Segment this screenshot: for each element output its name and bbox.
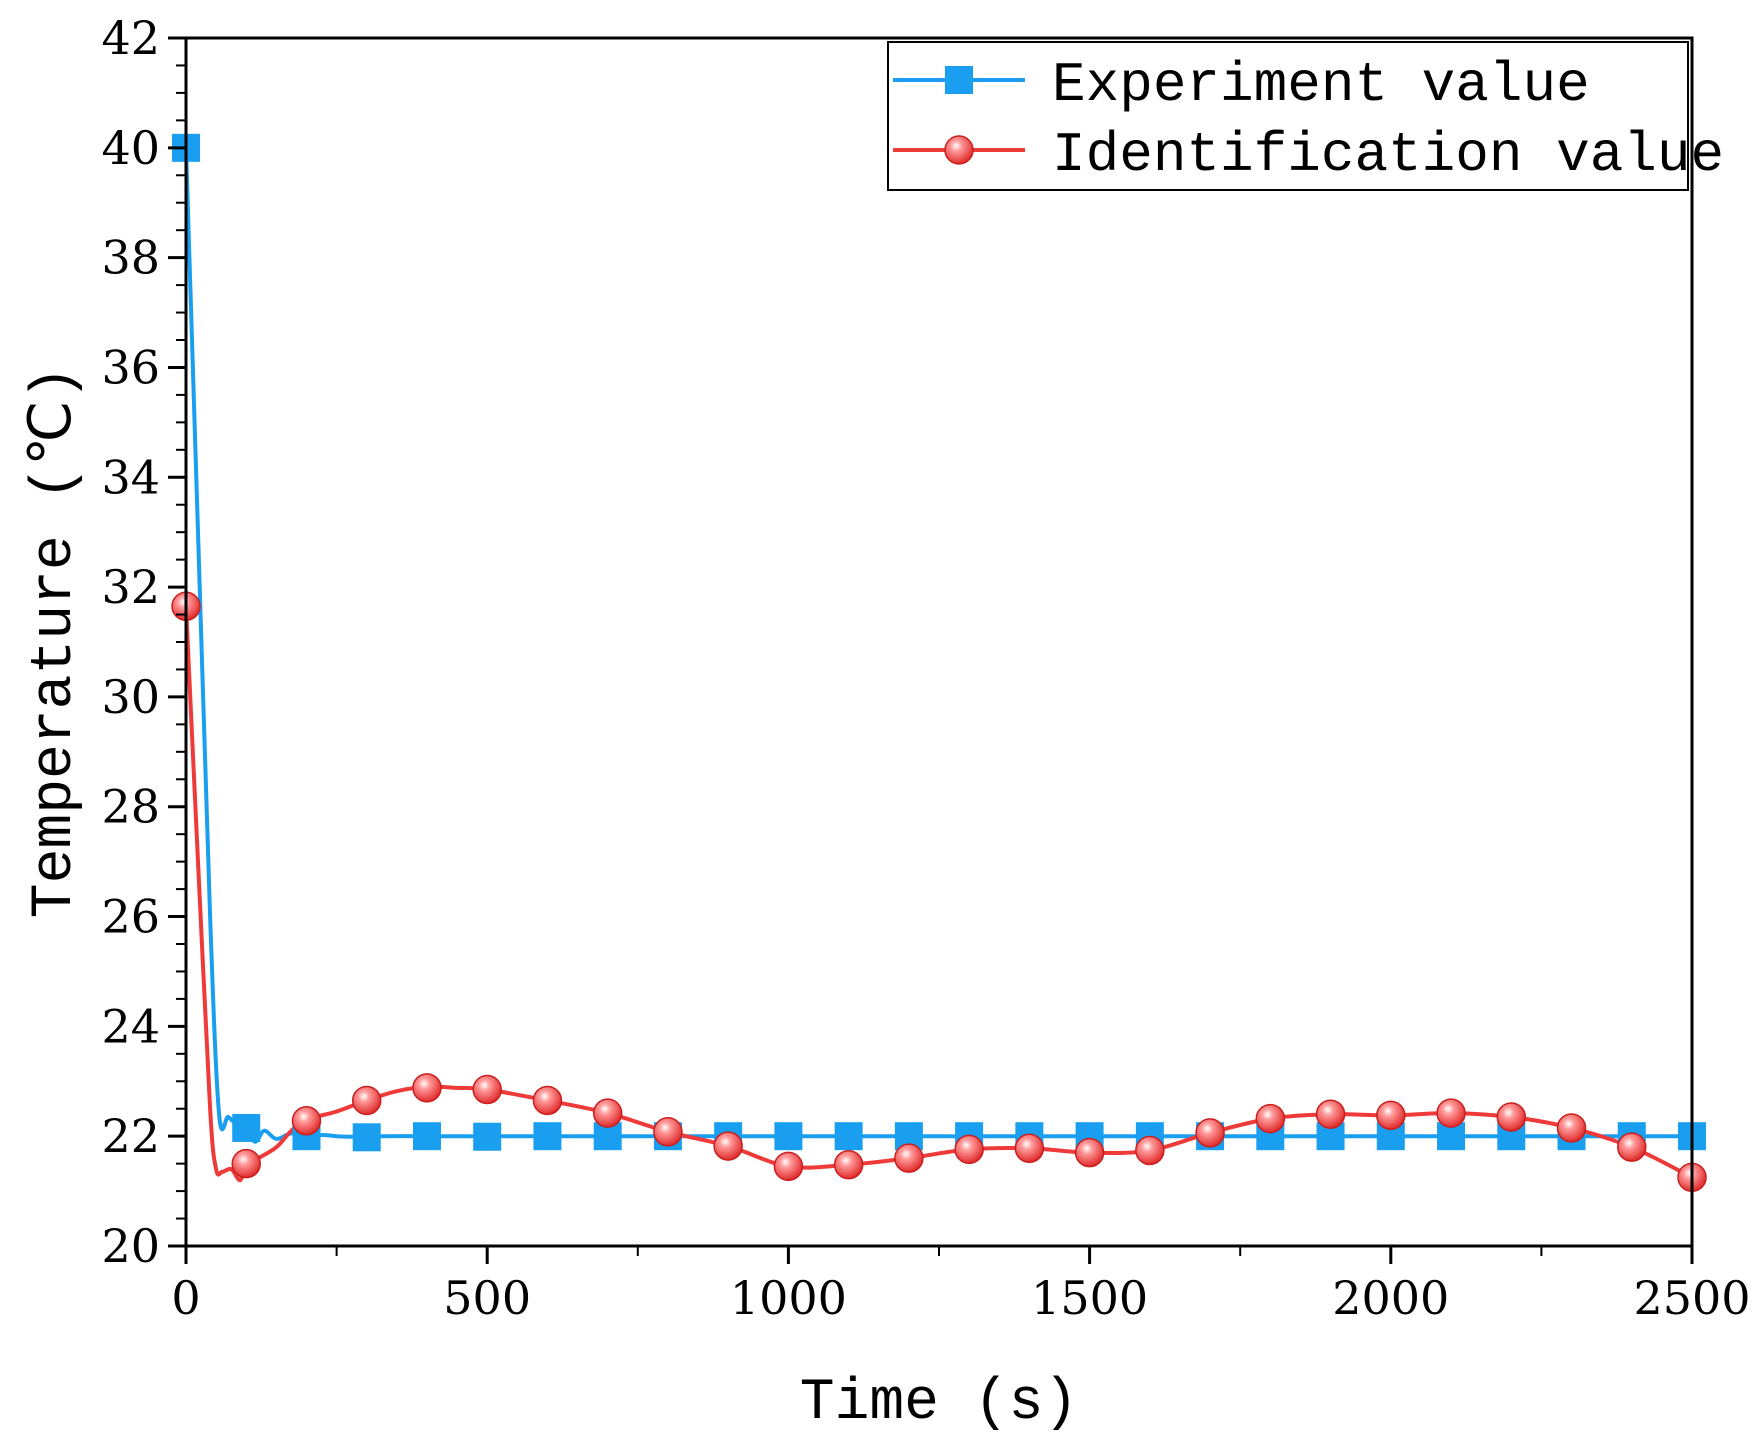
legend: Experiment value Identification value [887, 41, 1724, 191]
identification-point [1376, 1100, 1406, 1131]
identification-point [412, 1073, 442, 1103]
y-tick-label: 22 [101, 1109, 160, 1163]
identification-point [472, 1074, 502, 1105]
identification-point [1135, 1135, 1165, 1166]
x-tick-label: 1500 [1031, 1271, 1148, 1325]
y-tick-label: 30 [101, 670, 160, 724]
plot-frame [184, 36, 1694, 1248]
legend-marker-identification [944, 135, 974, 165]
series-line-experiment [184, 147, 1692, 1144]
identification-point [532, 1085, 563, 1116]
identification-point [894, 1143, 924, 1173]
legend-box [887, 41, 1689, 191]
plot-content [171, 133, 1707, 1193]
y-tick-label: 32 [101, 560, 160, 614]
y-tick-label: 42 [101, 11, 160, 65]
series-layer [171, 133, 1707, 1193]
y-tick-label: 40 [101, 121, 160, 175]
y-tick-label: 24 [101, 999, 160, 1053]
identification-point [291, 1106, 322, 1136]
y-tick-label: 38 [101, 231, 160, 285]
legend-label-identification: Identification value [1052, 123, 1724, 187]
experiment-point [774, 1122, 803, 1151]
axis-layer: 20 22 24 26 28 30 32 34 36 38 40 42 0 500 1000 1500 2000… [101, 11, 1750, 1325]
identification-point [1074, 1137, 1105, 1168]
x-tick-label: 2000 [1332, 1271, 1449, 1325]
identification-point [833, 1149, 864, 1180]
y-axis-title: Temperature (℃) [23, 366, 88, 918]
experiment-point [232, 1113, 261, 1142]
identification-point [592, 1098, 623, 1128]
identification-point [773, 1151, 804, 1182]
identification-point [954, 1134, 984, 1165]
experiment-point [834, 1122, 863, 1151]
experiment-point [412, 1122, 441, 1151]
series-line-identification [184, 606, 1693, 1183]
x-axis-title: Time (s) [800, 1371, 1078, 1436]
legend-marker-experiment [945, 66, 973, 94]
identification-point [1496, 1102, 1527, 1132]
identification-point [1436, 1098, 1466, 1128]
identification-point [1195, 1118, 1225, 1148]
identification-point [1617, 1132, 1647, 1162]
experiment-point [473, 1122, 502, 1151]
identification-point [653, 1117, 683, 1147]
experiment-point [533, 1122, 562, 1151]
identification-point [713, 1131, 743, 1161]
x-tick-label: 1000 [730, 1271, 847, 1325]
identification-point [1556, 1113, 1587, 1143]
x-tick-label: 500 [443, 1271, 531, 1325]
experiment-point [352, 1123, 381, 1152]
x-tick-label: 0 [171, 1271, 200, 1325]
y-tick-label: 20 [101, 1219, 160, 1273]
identification-point [1014, 1133, 1045, 1164]
x-tick-label: 2500 [1633, 1271, 1750, 1325]
identification-point [231, 1148, 261, 1179]
y-tick-label: 34 [101, 450, 160, 504]
y-tick-label: 26 [101, 890, 160, 944]
legend-label-experiment: Experiment value [1052, 53, 1590, 117]
y-tick-label: 36 [101, 340, 160, 394]
identification-point [351, 1085, 382, 1116]
identification-point [1255, 1103, 1286, 1134]
y-tick-label: 28 [101, 780, 160, 834]
identification-point [1315, 1099, 1346, 1129]
